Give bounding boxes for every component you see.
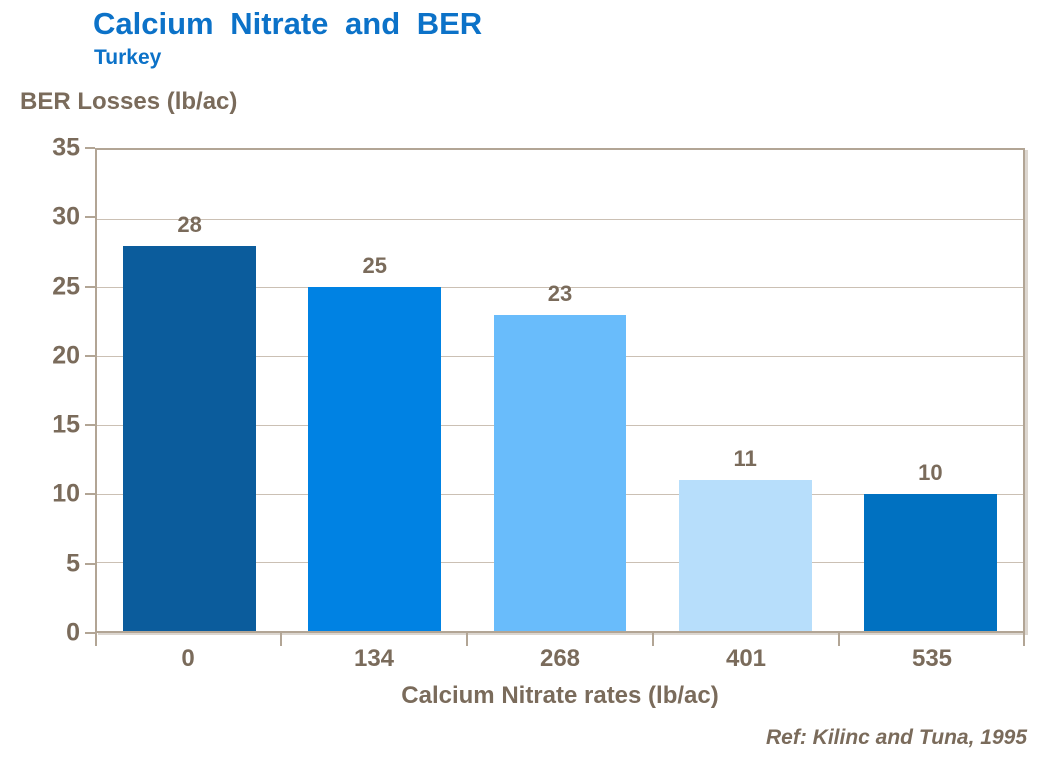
bar-value-label-134: 25 [362, 253, 388, 279]
plot-area: 28 25 23 11 10 [95, 148, 1025, 633]
x-tick-mark-5 [1023, 633, 1025, 646]
x-tick-label-134: 134 [353, 645, 395, 672]
y-axis-title: BER Losses (lb/ac) [20, 88, 238, 115]
y-tick-mark-0 [85, 632, 95, 634]
x-axis-title: Calcium Nitrate rates (lb/ac) [401, 682, 719, 709]
bar-value-label-401: 11 [733, 445, 757, 471]
bar-535 [863, 493, 997, 631]
x-tick-mark-2 [466, 633, 468, 646]
y-tick-mark-15 [85, 424, 95, 427]
reference-text: Ref: Kilinc and Tuna, 1995 [765, 726, 1027, 749]
x-tick-label-401: 401 [725, 645, 767, 672]
gridline-y-25 [97, 287, 1023, 289]
x-tick-mark-0 [95, 633, 97, 646]
y-tick-mark-30 [85, 216, 95, 219]
x-tick-label-0: 0 [181, 645, 195, 672]
y-tick-label-5: 5 [66, 549, 80, 578]
x-tick-label-268: 268 [539, 645, 581, 672]
y-tick-mark-5 [85, 562, 95, 565]
x-tick-label-535: 535 [911, 645, 953, 672]
y-tick-label-15: 15 [52, 410, 80, 439]
y-axis-tick-labels: 0 5 10 15 20 25 30 35 [0, 134, 80, 647]
x-tick-mark-4 [838, 633, 840, 646]
bar-0 [123, 246, 257, 631]
bar-value-label-0: 28 [177, 212, 202, 238]
y-tick-mark-35 [85, 147, 95, 149]
y-tick-label-25: 25 [52, 272, 80, 301]
y-tick-mark-10 [85, 493, 95, 496]
bar-value-label-268: 23 [547, 280, 573, 306]
x-tick-mark-3 [652, 633, 654, 646]
chart-title: Calcium Nitrate and BER [93, 6, 483, 41]
gridline-y-30 [97, 218, 1023, 220]
y-tick-mark-25 [85, 285, 95, 288]
bar-value-label-535: 10 [918, 459, 943, 485]
y-tick-label-20: 20 [52, 341, 80, 370]
x-axis-tick-labels: 0 134 268 401 535 [95, 645, 1025, 675]
bar-401 [678, 479, 812, 631]
bar-134 [308, 287, 442, 631]
y-tick-label-10: 10 [52, 479, 80, 508]
y-axis-tick-marks [85, 147, 95, 634]
chart-subtitle: Turkey [94, 46, 162, 69]
y-tick-label-0: 0 [66, 618, 80, 647]
x-tick-mark-1 [280, 633, 282, 646]
y-tick-mark-20 [85, 354, 95, 357]
x-axis-tick-marks [95, 633, 1025, 646]
y-tick-label-30: 30 [52, 202, 80, 231]
bar-268 [493, 314, 627, 631]
y-tick-label-35: 35 [52, 133, 80, 162]
